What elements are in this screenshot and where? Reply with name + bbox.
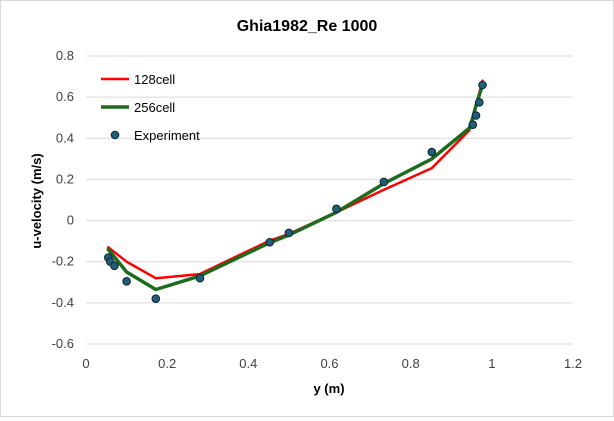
- legend: 128cell 256cell Experiment: [101, 72, 200, 143]
- experiment-point: [478, 80, 487, 90]
- x-tick-label: 0.2: [158, 356, 176, 371]
- experiment-point: [110, 261, 119, 271]
- chart-title: Ghia1982_Re 1000: [237, 18, 378, 35]
- y-tick-label: 0.4: [56, 130, 74, 145]
- experiment-point: [427, 147, 437, 157]
- legend-swatch-Experiment: [110, 130, 120, 140]
- experiment-point: [468, 120, 478, 129]
- x-tick-label: 0.8: [402, 356, 420, 371]
- y-tick-label: -0.2: [52, 254, 74, 269]
- experiment-point: [332, 204, 341, 214]
- gridlines: [86, 55, 573, 345]
- experiment-point: [379, 177, 389, 187]
- series-line-256cell: [106, 83, 485, 292]
- x-tick-label: 1: [488, 356, 495, 371]
- experiment-point: [122, 277, 131, 286]
- experiment-point: [151, 294, 161, 304]
- experiment-point: [475, 98, 484, 107]
- x-axis-title: y (m): [313, 381, 344, 396]
- y-tick-label: -0.6: [52, 336, 74, 351]
- experiment-point: [195, 273, 205, 283]
- y-tick-label: 0.2: [56, 171, 74, 186]
- y-tick-label: 0.6: [56, 89, 74, 104]
- y-tick-label: 0.8: [56, 48, 74, 63]
- y-axis-title: u-velocity (m/s): [29, 153, 44, 248]
- x-tick-label: 0.4: [239, 356, 257, 371]
- legend-label-256cell: 256cell: [134, 100, 175, 115]
- series-layer: [104, 79, 487, 304]
- x-tick-label: 1.2: [564, 356, 582, 371]
- x-tick-label: 0: [82, 356, 89, 371]
- y-tick-label: -0.4: [52, 295, 74, 310]
- axes: -0.6 -0.4 -0.2 0 0.2 0.4 0.6 0.8 0 0.2 0.4 0.6 0.8 1 1…: [52, 48, 582, 371]
- legend-label-Experiment: Experiment: [134, 128, 200, 143]
- experiment-point: [284, 228, 294, 238]
- x-tick-label: 0.6: [320, 356, 338, 371]
- experiment-point: [471, 111, 481, 120]
- legend-label-128cell: 128cell: [134, 72, 175, 87]
- experiment-point: [265, 237, 275, 247]
- y-tick-label: 0: [67, 213, 74, 228]
